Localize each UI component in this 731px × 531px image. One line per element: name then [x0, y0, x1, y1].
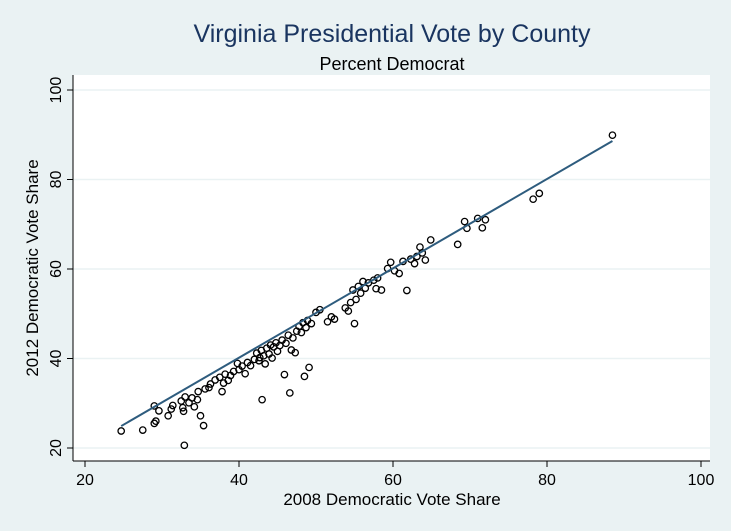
scatter-point: [268, 354, 276, 362]
scatter-point: [155, 407, 163, 415]
scatter-point: [241, 369, 250, 378]
scatter-point: [369, 276, 378, 285]
scatter-point: [356, 289, 365, 298]
scatter-point: [196, 411, 205, 420]
scatter-point: [386, 258, 395, 267]
scatter-point: [403, 286, 411, 295]
y-tick-label: 20: [48, 439, 65, 457]
scatter-point: [330, 315, 339, 323]
x-tick-label: 60: [384, 472, 402, 489]
scatter-point: [395, 269, 404, 278]
scatter-point: [178, 403, 187, 412]
scatter-point: [372, 284, 380, 293]
scatter-point: [206, 380, 215, 388]
scatter-point: [201, 385, 209, 393]
scatter-point: [453, 240, 462, 249]
scatter-point: [289, 334, 297, 342]
scatter-point: [307, 319, 316, 328]
scatter-point: [261, 360, 270, 368]
scatter-point: [300, 372, 309, 381]
scatter-point: [151, 417, 160, 425]
scatter-point: [323, 317, 332, 326]
scatter-point: [258, 395, 266, 404]
scatter-point: [164, 411, 173, 420]
scatter-point: [529, 195, 537, 204]
scatter-point: [218, 387, 226, 396]
scatter-point: [478, 223, 487, 232]
scatter-point: [238, 362, 246, 370]
scatter-point: [481, 215, 490, 224]
y-tick-label: 80: [48, 171, 65, 189]
scatter-point: [410, 259, 419, 268]
y-tick-label: 60: [48, 260, 65, 278]
scatter-point: [460, 217, 469, 226]
x-tick-label: 100: [688, 472, 715, 489]
scatter-point: [426, 236, 435, 244]
scatter-point: [190, 402, 199, 411]
scatter-point: [168, 401, 177, 410]
scatter-point: [180, 441, 189, 450]
x-tick-label: 80: [538, 472, 556, 489]
scatter-point: [608, 131, 617, 140]
scatter-point: [302, 323, 310, 332]
scatter-point: [373, 274, 382, 282]
scatter-point: [199, 421, 208, 430]
scatter-point: [280, 370, 289, 379]
scatter-point: [205, 383, 213, 392]
scatter-point: [194, 387, 203, 396]
scatter-point: [377, 286, 386, 294]
fit-line: [120, 140, 613, 427]
scatter-point: [344, 307, 353, 315]
y-tick-label: 100: [48, 77, 65, 104]
scatter-point: [350, 319, 359, 328]
scatter-point: [535, 189, 544, 198]
y-axis-label: 2012 Democratic Vote Share: [23, 159, 42, 376]
scatter-point: [179, 407, 188, 416]
y-tick-label: 40: [48, 350, 65, 368]
chart-title: Virginia Presidential Vote by County: [194, 20, 591, 48]
axes: 20 40 60 80 100 20 40 60 80 100: [48, 75, 714, 489]
scatter-point: [305, 363, 313, 372]
scatter-point: [193, 395, 202, 404]
x-axis-label: 2008 Democratic Vote Share: [283, 490, 500, 509]
scatter-point: [246, 361, 255, 370]
scatter-point: [221, 370, 229, 379]
plot-area: [73, 75, 710, 461]
scatter-point: [138, 426, 147, 434]
fit-line-layer: [120, 140, 613, 427]
scatter-point: [117, 427, 126, 435]
scatter-point: [255, 356, 263, 365]
x-tick-label: 20: [76, 472, 94, 489]
x-tick-label: 40: [230, 472, 248, 489]
scatter-point: [167, 405, 176, 413]
scatter-points: [117, 131, 617, 450]
scatter-point: [297, 328, 306, 337]
scatter-point: [352, 295, 360, 304]
scatter-point: [282, 339, 290, 348]
scatter-point: [255, 353, 264, 362]
scatter-point: [421, 256, 430, 264]
scatter-point: [285, 389, 294, 397]
scatter-point: [291, 348, 300, 357]
chart-subtitle: Percent Democrat: [319, 54, 464, 74]
